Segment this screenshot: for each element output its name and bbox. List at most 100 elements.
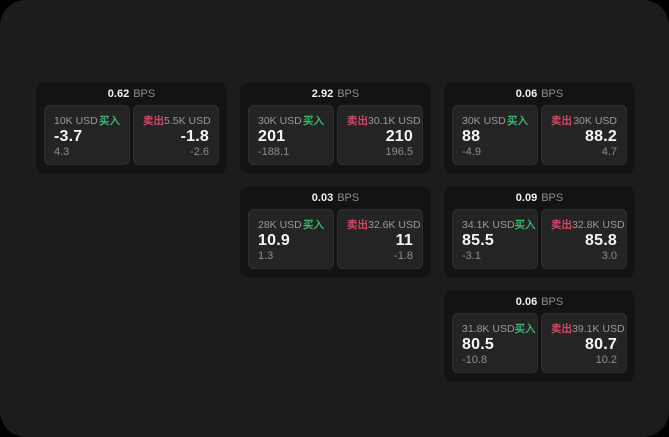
bps-unit-label: BPS [337, 192, 360, 204]
buy-tag: 买入 [514, 219, 536, 231]
bps-unit-label: BPS [337, 88, 360, 100]
sell-price: -1.8 [180, 128, 209, 145]
sell-panel-header: 卖出 30.1K USD [347, 113, 421, 128]
sell-amount: 39.1K USD [572, 322, 625, 335]
sell-quote-panel[interactable]: 卖出 39.1K USD 80.7 10.2 [541, 313, 627, 373]
buy-quote-panel[interactable]: 31.8K USD 买入 80.5 -10.8 [452, 313, 538, 373]
buy-tag: 买入 [303, 219, 324, 231]
buy-panel-header: 34.1K USD 买入 [462, 217, 536, 232]
buy-panel-header: 30K USD 买入 [258, 113, 324, 128]
sell-panel-header: 卖出 32.8K USD [551, 217, 625, 232]
buy-amount: 30K USD [258, 114, 302, 127]
buy-amount: 34.1K USD [462, 218, 515, 231]
sell-change: -2.6 [190, 145, 209, 158]
sell-change: 196.5 [385, 145, 413, 158]
quote-panels: 28K USD 买入 10.9 1.3 卖出 32.6K USD 11 -1.8 [248, 209, 423, 269]
buy-price: 201 [258, 128, 286, 145]
sell-price: 11 [395, 232, 413, 249]
buy-tag: 买入 [507, 115, 528, 127]
quote-panels: 30K USD 买入 201 -188.1 卖出 30.1K USD 210 1… [248, 105, 423, 165]
buy-price: 10.9 [258, 232, 290, 249]
bps-value: 0.62 [107, 88, 130, 100]
bps-value: 2.92 [311, 88, 334, 100]
sell-change: -1.8 [394, 249, 413, 262]
buy-price: 80.5 [462, 336, 494, 353]
sell-amount: 30K USD [573, 114, 617, 127]
buy-quote-panel[interactable]: 28K USD 买入 10.9 1.3 [248, 209, 334, 269]
buy-change: -3.1 [462, 249, 481, 262]
quote-panels: 30K USD 买入 88 -4.9 卖出 30K USD 88.2 4.7 [452, 105, 627, 165]
buy-panel-header: 28K USD 买入 [258, 217, 324, 232]
sell-price: 85.8 [585, 232, 617, 249]
buy-price: -3.7 [54, 128, 83, 145]
sell-quote-panel[interactable]: 卖出 32.6K USD 11 -1.8 [337, 209, 423, 269]
bps-unit-label: BPS [133, 88, 156, 100]
buy-change: 1.3 [258, 249, 274, 262]
buy-change: 4.3 [54, 145, 70, 158]
sell-quote-panel[interactable]: 卖出 30.1K USD 210 196.5 [337, 105, 423, 165]
sell-amount: 5.5K USD [164, 114, 211, 127]
sell-quote-panel[interactable]: 卖出 5.5K USD -1.8 -2.6 [133, 105, 219, 165]
sell-amount: 32.8K USD [572, 218, 625, 231]
sell-price: 88.2 [585, 128, 617, 145]
sell-tag: 卖出 [551, 323, 572, 335]
card-header: 0.06 BPS [452, 292, 627, 313]
sell-price: 80.7 [585, 336, 617, 353]
quote-card: 0.09 BPS 34.1K USD 买入 85.5 -3.1 卖出 32.8K… [444, 187, 635, 277]
cards-grid: 0.62 BPS 10K USD 买入 -3.7 4.3 卖出 5.5K USD… [36, 83, 635, 381]
bps-value: 0.06 [515, 88, 538, 100]
sell-quote-panel[interactable]: 卖出 32.8K USD 85.8 3.0 [541, 209, 627, 269]
card-header: 0.03 BPS [248, 188, 423, 209]
buy-amount: 10K USD [54, 114, 98, 127]
quote-panels: 34.1K USD 买入 85.5 -3.1 卖出 32.8K USD 85.8… [452, 209, 627, 269]
sell-tag: 卖出 [143, 115, 164, 127]
sell-panel-header: 卖出 32.6K USD [347, 217, 421, 232]
quote-card: 0.06 BPS 31.8K USD 买入 80.5 -10.8 卖出 39.1… [444, 291, 635, 381]
bps-value: 0.06 [515, 296, 538, 308]
buy-panel-header: 31.8K USD 买入 [462, 321, 536, 336]
bps-value: 0.09 [515, 192, 538, 204]
sell-tag: 卖出 [347, 115, 368, 127]
buy-amount: 28K USD [258, 218, 302, 231]
quote-card: 0.62 BPS 10K USD 买入 -3.7 4.3 卖出 5.5K USD… [36, 83, 227, 173]
quote-card: 0.06 BPS 30K USD 买入 88 -4.9 卖出 30K USD 8… [444, 83, 635, 173]
buy-change: -10.8 [462, 353, 488, 366]
sell-change: 10.2 [595, 353, 617, 366]
bps-unit-label: BPS [541, 88, 564, 100]
buy-panel-header: 10K USD 买入 [54, 113, 120, 128]
card-header: 0.09 BPS [452, 188, 627, 209]
buy-tag: 买入 [303, 115, 324, 127]
sell-tag: 卖出 [551, 219, 572, 231]
buy-amount: 30K USD [462, 114, 506, 127]
buy-price: 85.5 [462, 232, 494, 249]
sell-amount: 30.1K USD [368, 114, 421, 127]
sell-change: 4.7 [601, 145, 617, 158]
buy-change: -188.1 [258, 145, 290, 158]
sell-amount: 32.6K USD [368, 218, 421, 231]
sell-tag: 卖出 [347, 219, 368, 231]
bps-unit-label: BPS [541, 192, 564, 204]
quote-panels: 31.8K USD 买入 80.5 -10.8 卖出 39.1K USD 80.… [452, 313, 627, 373]
buy-tag: 买入 [99, 115, 120, 127]
buy-tag: 买入 [514, 323, 536, 335]
buy-amount: 31.8K USD [462, 322, 515, 335]
card-header: 0.06 BPS [452, 84, 627, 105]
sell-panel-header: 卖出 30K USD [551, 113, 617, 128]
card-header: 2.92 BPS [248, 84, 423, 105]
buy-quote-panel[interactable]: 30K USD 买入 88 -4.9 [452, 105, 538, 165]
sell-price: 210 [385, 128, 413, 145]
buy-quote-panel[interactable]: 30K USD 买入 201 -188.1 [248, 105, 334, 165]
sell-quote-panel[interactable]: 卖出 30K USD 88.2 4.7 [541, 105, 627, 165]
quote-panels: 10K USD 买入 -3.7 4.3 卖出 5.5K USD -1.8 -2.… [44, 105, 219, 165]
buy-quote-panel[interactable]: 10K USD 买入 -3.7 4.3 [44, 105, 130, 165]
buy-quote-panel[interactable]: 34.1K USD 买入 85.5 -3.1 [452, 209, 538, 269]
quote-card: 2.92 BPS 30K USD 买入 201 -188.1 卖出 30.1K … [240, 83, 431, 173]
sell-panel-header: 卖出 5.5K USD [143, 113, 211, 128]
buy-change: -4.9 [462, 145, 481, 158]
bps-value: 0.03 [311, 192, 334, 204]
buy-price: 88 [462, 128, 481, 145]
bps-unit-label: BPS [541, 296, 564, 308]
sell-change: 3.0 [601, 249, 617, 262]
